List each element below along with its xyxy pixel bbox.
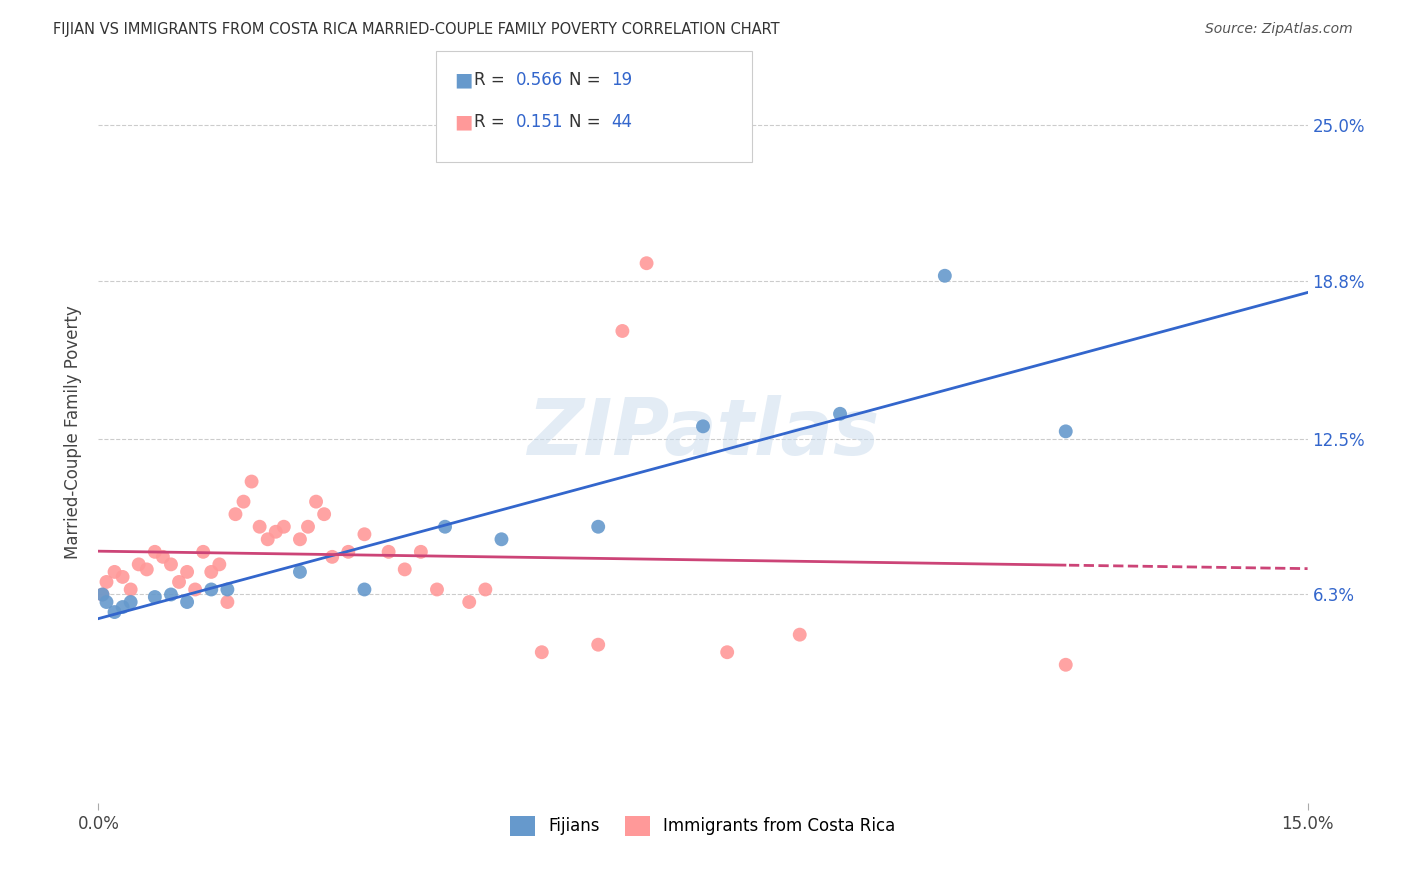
Text: R =: R = (474, 71, 510, 89)
Point (240, 475, 263, 489)
Point (160, 587, 183, 601)
Point (314, 507, 336, 521)
Point (91, 587, 114, 601)
Text: ■: ■ (454, 112, 472, 132)
Point (288, 565, 311, 579)
Point (200, 582, 222, 597)
Legend: Fijians, Immigrants from Costa Rica: Fijians, Immigrants from Costa Rica (503, 809, 903, 843)
Point (716, 645, 738, 659)
Point (176, 565, 198, 579)
Point (135, 562, 157, 576)
Point (167, 574, 190, 589)
Point (288, 533, 311, 547)
Point (636, 256, 658, 270)
Point (200, 565, 222, 579)
Point (217, 595, 239, 609)
Point (120, 595, 142, 609)
Point (474, 582, 496, 597)
Point (152, 549, 174, 564)
Point (143, 545, 166, 559)
Text: 19: 19 (612, 71, 633, 89)
Text: N =: N = (569, 71, 606, 89)
Point (530, 645, 553, 659)
Point (103, 565, 125, 579)
Point (692, 419, 714, 434)
Text: Source: ZipAtlas.com: Source: ZipAtlas.com (1205, 22, 1353, 37)
Point (91, 587, 114, 601)
Point (120, 582, 142, 597)
Point (377, 545, 399, 559)
Point (193, 545, 215, 559)
Point (426, 582, 449, 597)
Point (353, 582, 375, 597)
Point (789, 627, 811, 641)
Point (128, 558, 150, 572)
Point (256, 533, 278, 547)
Point (160, 558, 183, 572)
Point (1054, 657, 1077, 672)
Point (273, 520, 295, 534)
Point (337, 545, 360, 559)
Text: ■: ■ (454, 70, 472, 90)
Point (111, 570, 134, 584)
Point (96, 574, 118, 589)
Point (217, 582, 239, 597)
Point (224, 507, 246, 521)
Point (232, 494, 254, 508)
Point (176, 595, 198, 609)
Text: FIJIAN VS IMMIGRANTS FROM COSTA RICA MARRIED-COUPLE FAMILY POVERTY CORRELATION C: FIJIAN VS IMMIGRANTS FROM COSTA RICA MAR… (53, 22, 780, 37)
Y-axis label: Married-Couple Family Poverty: Married-Couple Family Poverty (65, 306, 83, 559)
Point (394, 562, 416, 576)
Point (612, 324, 634, 338)
Point (184, 582, 207, 597)
Point (264, 524, 287, 539)
Point (1054, 425, 1077, 439)
Point (934, 268, 956, 283)
Point (249, 520, 271, 534)
Point (208, 558, 231, 572)
Point (143, 590, 166, 604)
Point (297, 520, 319, 534)
Point (96, 595, 118, 609)
Point (434, 520, 457, 534)
Point (458, 595, 481, 609)
Point (586, 520, 609, 534)
Point (828, 407, 851, 421)
Text: 0.151: 0.151 (516, 113, 564, 131)
Point (321, 549, 343, 564)
Point (353, 527, 375, 541)
Point (409, 545, 432, 559)
Point (491, 533, 513, 547)
Text: ZIPatlas: ZIPatlas (527, 394, 879, 471)
Point (111, 600, 134, 615)
Point (586, 638, 609, 652)
Text: N =: N = (569, 113, 606, 131)
Point (103, 605, 125, 619)
Text: 44: 44 (612, 113, 633, 131)
Point (305, 494, 328, 508)
Text: 0.566: 0.566 (516, 71, 564, 89)
Text: R =: R = (474, 113, 515, 131)
